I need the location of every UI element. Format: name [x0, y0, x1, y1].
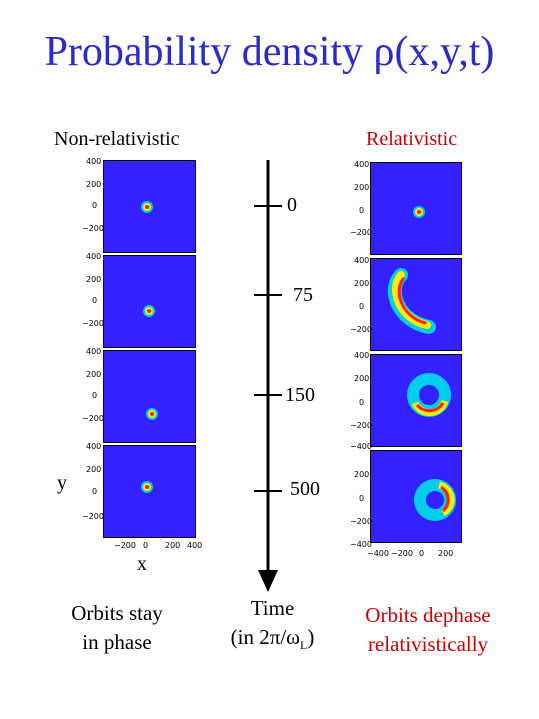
y-tick: −400 [350, 442, 372, 451]
x-tick: 200 [165, 541, 181, 550]
y-tick: 400 [86, 252, 102, 261]
left-caption: Orbits stay in phase [42, 599, 192, 657]
density-plot [141, 481, 153, 493]
x-tick: 0 [419, 549, 425, 558]
y-tick: 200 [354, 183, 370, 192]
right-heading: Relativistic [366, 128, 458, 150]
y-tick: −200 [350, 228, 372, 237]
y-tick: 0 [92, 296, 98, 305]
right-caption-line1: Orbits dephase [365, 603, 491, 627]
time-axis-arrow [254, 160, 282, 592]
y-tick: 200 [86, 275, 102, 284]
y-tick: 0 [92, 487, 98, 496]
rel-panel-t150 [370, 354, 462, 447]
right-caption: Orbits dephase relativistically [340, 601, 516, 659]
time-label-line1: Time [250, 596, 295, 620]
nonrel-panel-t500 [103, 445, 196, 538]
x-tick: 0 [143, 541, 149, 550]
y-tick: 0 [359, 206, 365, 215]
x-tick: −200 [391, 549, 413, 558]
nonrel-panel-t75 [103, 255, 196, 348]
y-tick: 400 [86, 442, 102, 451]
time-tick-label: 150 [285, 384, 315, 406]
y-tick: −200 [82, 319, 104, 328]
y-tick: 400 [86, 347, 102, 356]
x-tick: 400 [187, 541, 203, 550]
y-tick: 0 [359, 302, 365, 311]
nonrel-panel-t150 [103, 350, 196, 443]
density-plot [387, 268, 436, 334]
y-tick: 400 [354, 160, 370, 169]
y-tick: 200 [86, 465, 102, 474]
density-plot [141, 201, 153, 213]
y-tick: 200 [354, 470, 370, 479]
x-tick: 200 [438, 549, 454, 558]
y-tick: −200 [82, 224, 104, 233]
slide-title: Probability density ρ(x,y,t) [44, 29, 495, 75]
y-tick: 400 [354, 256, 370, 265]
time-tick-label: 0 [287, 194, 297, 216]
nonrel-panel-t0 [103, 160, 196, 253]
density-plot [413, 206, 425, 218]
density-plot [143, 305, 155, 317]
y-tick: −400 [350, 540, 372, 549]
right-caption-line2: relativistically [367, 632, 489, 656]
y-tick: 200 [86, 370, 102, 379]
y-tick: 400 [86, 157, 102, 166]
density-plot [414, 479, 456, 521]
time-tick-label: 75 [293, 284, 313, 306]
left-caption-line2: in phase [82, 630, 152, 654]
density-plot [407, 373, 451, 417]
x-axis-label: x [137, 553, 147, 575]
y-tick: 0 [359, 398, 365, 407]
rel-panel-t0 [370, 162, 462, 255]
y-tick: 0 [92, 201, 98, 210]
y-tick: 400 [354, 351, 370, 360]
y-tick: 0 [92, 391, 98, 400]
rel-panel-t500 [370, 450, 462, 543]
left-heading: Non-relativistic [54, 128, 180, 150]
density-plot [146, 408, 158, 420]
y-tick: 200 [354, 279, 370, 288]
y-tick: −200 [350, 421, 372, 430]
y-tick: 0 [359, 494, 365, 503]
y-tick: −200 [82, 414, 104, 423]
y-tick: 200 [86, 180, 102, 189]
y-tick: −200 [350, 517, 372, 526]
x-tick: −400 [367, 549, 389, 558]
time-label: Time (in 2π/ωL) [220, 594, 325, 660]
y-tick: −200 [82, 512, 104, 521]
x-tick: −200 [114, 541, 136, 550]
left-caption-line1: Orbits stay [71, 601, 163, 625]
rel-panel-t75 [370, 258, 462, 351]
time-label-line2: (in 2π/ωL) [230, 625, 315, 653]
y-tick: 200 [354, 374, 370, 383]
time-tick-label: 500 [290, 478, 320, 500]
y-tick: −200 [350, 325, 372, 334]
y-axis-label: y [57, 472, 67, 494]
